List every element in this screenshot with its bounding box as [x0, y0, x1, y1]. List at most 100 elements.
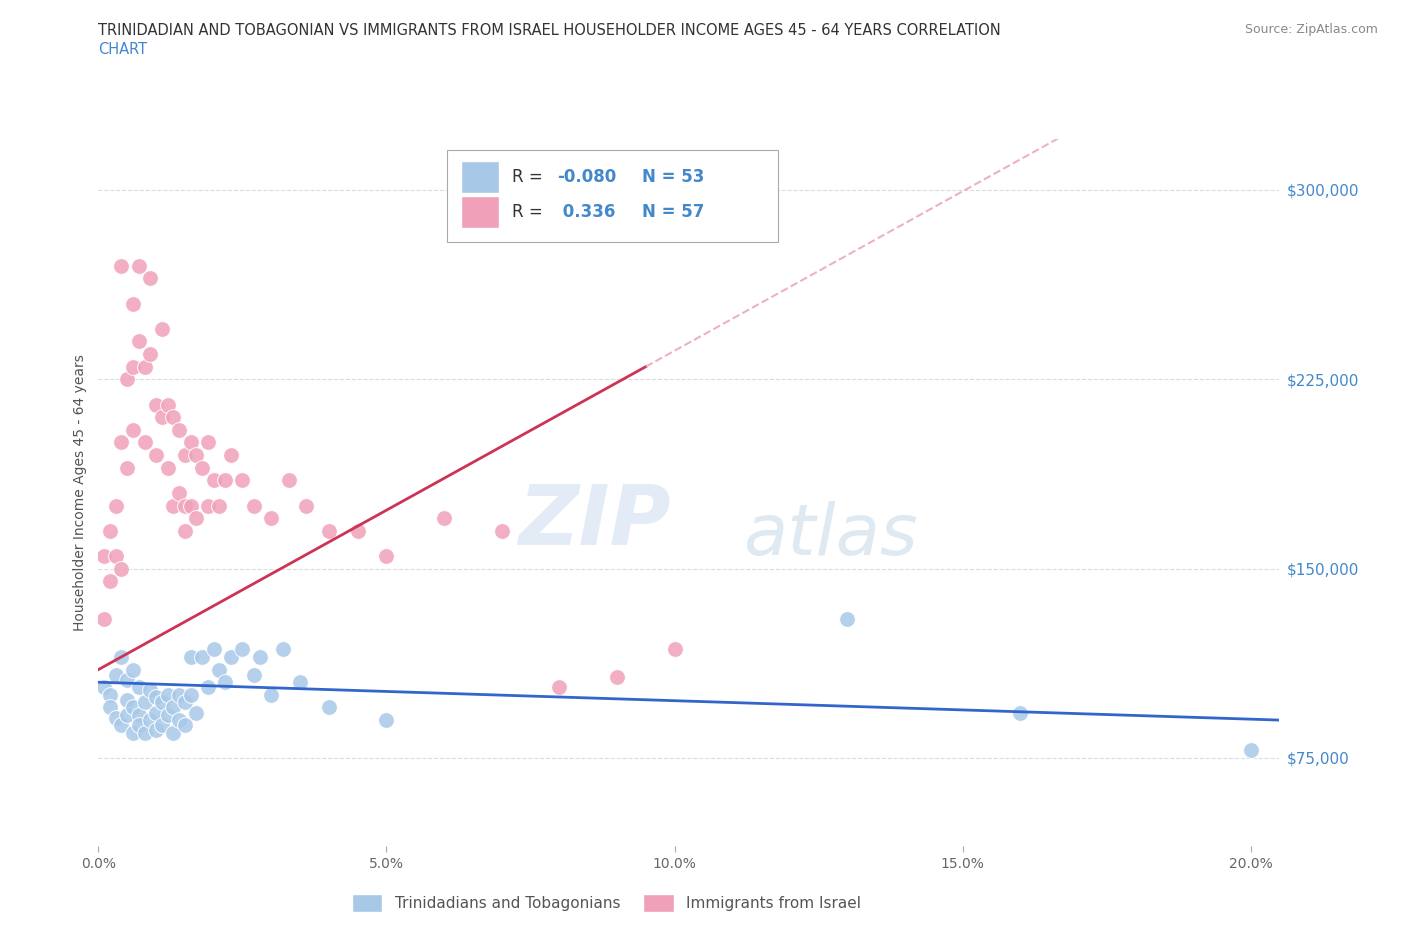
Text: R =: R = — [512, 204, 548, 221]
Point — [128, 718, 150, 733]
Point — [186, 705, 208, 720]
Point — [115, 372, 138, 387]
Point — [162, 725, 184, 740]
Point — [115, 693, 138, 708]
Point — [110, 718, 132, 733]
Point — [243, 667, 266, 682]
Point — [122, 422, 145, 437]
Point — [491, 524, 513, 538]
Point — [375, 712, 398, 727]
Point — [128, 259, 150, 273]
Point — [122, 662, 145, 677]
Text: N = 53: N = 53 — [641, 168, 704, 186]
Point — [150, 695, 173, 710]
Point — [180, 687, 202, 702]
Point — [167, 485, 190, 500]
Point — [98, 700, 121, 715]
Point — [139, 683, 162, 698]
Point — [180, 498, 202, 513]
Point — [93, 680, 115, 695]
Point — [122, 359, 145, 374]
Point — [134, 695, 156, 710]
Text: -0.080: -0.080 — [557, 168, 616, 186]
Point — [197, 435, 219, 450]
Point — [271, 642, 294, 657]
Point — [115, 460, 138, 475]
Point — [1240, 743, 1263, 758]
Point — [110, 561, 132, 576]
Point — [110, 649, 132, 664]
Point — [173, 447, 195, 462]
FancyBboxPatch shape — [447, 150, 778, 242]
Point — [664, 642, 686, 657]
Point — [197, 498, 219, 513]
Point — [214, 472, 236, 487]
Point — [150, 718, 173, 733]
Point — [122, 725, 145, 740]
Point — [156, 708, 179, 723]
Point — [128, 708, 150, 723]
Point — [150, 322, 173, 337]
Point — [202, 642, 225, 657]
Point — [162, 498, 184, 513]
FancyBboxPatch shape — [461, 161, 499, 193]
Point — [346, 524, 368, 538]
Point — [167, 712, 190, 727]
Point — [219, 447, 242, 462]
Point — [186, 511, 208, 525]
Point — [231, 642, 253, 657]
Point — [145, 705, 167, 720]
Point — [186, 447, 208, 462]
Point — [145, 397, 167, 412]
Point — [173, 498, 195, 513]
Point — [249, 649, 271, 664]
Point — [1010, 705, 1032, 720]
Point — [197, 680, 219, 695]
Point — [243, 498, 266, 513]
Point — [139, 347, 162, 362]
Point — [134, 435, 156, 450]
Text: R =: R = — [512, 168, 548, 186]
Point — [548, 680, 571, 695]
Point — [98, 574, 121, 589]
Point — [260, 687, 283, 702]
Point — [139, 712, 162, 727]
Point — [180, 435, 202, 450]
Point — [93, 549, 115, 564]
Text: N = 57: N = 57 — [641, 204, 704, 221]
Point — [128, 334, 150, 349]
Point — [191, 649, 214, 664]
Point — [208, 498, 231, 513]
Point — [122, 296, 145, 311]
Point — [375, 549, 398, 564]
Point — [134, 725, 156, 740]
Point — [202, 472, 225, 487]
Point — [295, 498, 318, 513]
Point — [134, 359, 156, 374]
Point — [208, 662, 231, 677]
Text: 0.336: 0.336 — [557, 204, 614, 221]
Point — [318, 524, 340, 538]
Text: atlas: atlas — [744, 501, 918, 570]
Text: ZIP: ZIP — [519, 481, 671, 562]
Point — [110, 435, 132, 450]
Text: CHART: CHART — [98, 42, 148, 57]
Point — [231, 472, 253, 487]
Point — [104, 667, 127, 682]
Point — [156, 397, 179, 412]
Y-axis label: Householder Income Ages 45 - 64 years: Householder Income Ages 45 - 64 years — [73, 354, 87, 631]
Point — [288, 675, 311, 690]
Point — [219, 649, 242, 664]
Point — [180, 649, 202, 664]
Point — [122, 700, 145, 715]
Point — [606, 670, 628, 684]
Point — [128, 680, 150, 695]
Point — [145, 723, 167, 737]
Point — [93, 612, 115, 627]
Point — [167, 687, 190, 702]
Point — [104, 498, 127, 513]
Point — [277, 472, 299, 487]
Text: Source: ZipAtlas.com: Source: ZipAtlas.com — [1244, 23, 1378, 36]
Point — [98, 524, 121, 538]
Point — [173, 718, 195, 733]
